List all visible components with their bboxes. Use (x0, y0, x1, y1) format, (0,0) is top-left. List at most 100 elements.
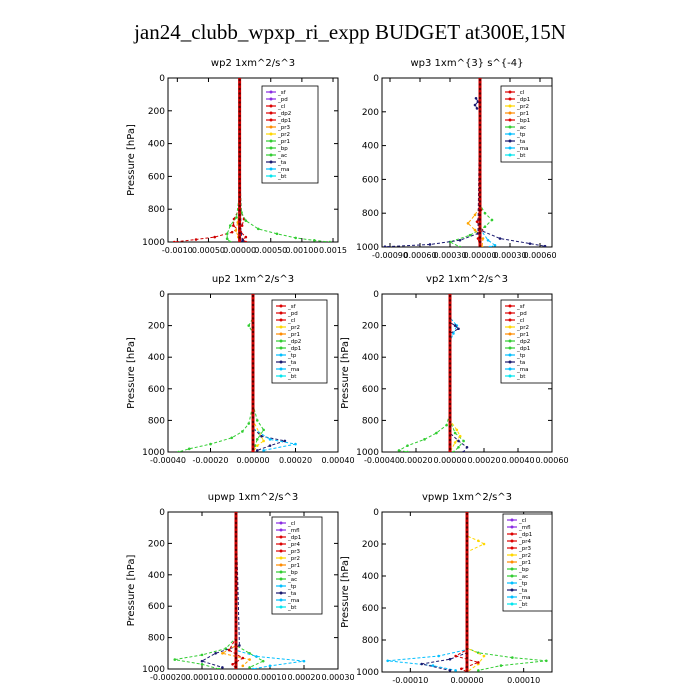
chart-panel-wp3: wp3 1xm^{3} s^{-4} 0 200 400 600 800 1000-0.00… (356, 58, 556, 260)
data-point (247, 422, 251, 425)
data-point (477, 539, 480, 543)
chart-panel-up2: up2 1xm^2/s^3 0 200 400 600 800 1000-0.00040 -0… (126, 274, 355, 465)
zero-line-marker (448, 384, 452, 388)
data-point (244, 235, 248, 239)
data-point (209, 442, 212, 446)
data-point (383, 245, 387, 247)
legend-entry: _sf (287, 304, 297, 310)
legend-entry: _dp2 (287, 339, 301, 345)
zero-line-marker (478, 155, 482, 158)
data-point (462, 450, 465, 452)
zero-line-marker (251, 357, 255, 361)
data-point (488, 245, 492, 247)
zero-line-marker (448, 393, 452, 397)
zero-line-marker (238, 195, 241, 199)
chart-title-upwp: upwp 1xm^2/s^3 (208, 492, 298, 503)
zero-line-marker (448, 411, 452, 415)
data-point (228, 240, 232, 242)
legend-entry: _pd (516, 311, 527, 317)
zero-line-marker (234, 665, 238, 669)
zero-line-marker (238, 119, 241, 122)
zero-line-marker (465, 544, 469, 547)
x-tick-label: 0.00040 (321, 456, 354, 465)
legend-marker (269, 125, 273, 129)
y-tick-label: 200 (362, 322, 379, 332)
data-point (406, 450, 409, 452)
x-tick-label: 0.00000 (463, 251, 496, 260)
zero-line-marker (478, 236, 482, 239)
zero-line-marker (238, 155, 241, 158)
legend-entry: _mfl (287, 528, 300, 534)
zero-line-marker (234, 530, 238, 534)
page-title: jan24_clubb_wpxp_ri_expp BUDGET at300E,1… (134, 20, 566, 44)
data-point (473, 228, 477, 232)
data-point (228, 224, 232, 227)
zero-line-marker (251, 425, 255, 428)
x-tick-label: 0.0015 (319, 246, 347, 255)
legend-marker (279, 521, 283, 525)
zero-line-marker (465, 530, 469, 534)
zero-line-marker (234, 593, 238, 597)
legend-marker (269, 139, 273, 143)
x-tick-label: 0.00020 (287, 673, 320, 682)
legend-marker (279, 353, 283, 357)
data-point (528, 242, 532, 245)
zero-line-marker (251, 330, 255, 334)
legend-entry: _pr3 (518, 546, 532, 552)
zero-line-marker (478, 173, 482, 176)
zero-line-marker (251, 371, 255, 374)
x-tick-label: 0.00030 (321, 673, 354, 682)
data-point (435, 431, 438, 435)
data-point (458, 245, 462, 247)
zero-line-marker (448, 294, 452, 298)
legend-marker (269, 97, 273, 101)
zero-line-marker (478, 87, 482, 91)
x-tick-label: 0.00010 (253, 673, 286, 682)
legend-marker (508, 153, 512, 157)
legend-entry: _pr2 (516, 104, 529, 110)
x-tick-label: 0.00050 (192, 246, 225, 255)
zero-line-marker (234, 589, 238, 592)
legend-marker (279, 528, 283, 532)
legend-entry: _bp (518, 567, 529, 573)
data-point (241, 664, 245, 668)
legend-entry: _cl (287, 318, 296, 324)
zero-line-marker (478, 96, 482, 100)
zero-line-marker (465, 553, 469, 556)
zero-line-marker (465, 611, 469, 615)
legend-marker (269, 153, 273, 157)
zero-line-marker (251, 398, 255, 401)
zero-line-marker (234, 535, 238, 538)
zero-line-marker (478, 177, 482, 181)
zero-line-marker (465, 620, 469, 624)
legend-marker (279, 311, 283, 315)
data-point (483, 211, 487, 215)
x-tick-label: 0.00000 (236, 456, 269, 465)
legend-marker (279, 542, 283, 546)
data-point (511, 656, 514, 659)
legend-entry: _ac (516, 125, 526, 131)
data-point (462, 439, 465, 443)
zero-line-marker (251, 407, 255, 410)
data-point (477, 661, 480, 664)
data-point (177, 450, 180, 452)
data-point (173, 658, 177, 661)
zero-line-marker (478, 132, 482, 136)
chart-panel-vpwp: vpwp 1xm^2/s^3 0 200 400 600 800 1000 -0.00010 0… (340, 492, 553, 685)
legend-marker (510, 560, 514, 564)
legend-marker (508, 139, 512, 143)
y-tick-label: 400 (148, 353, 165, 363)
legend-entry: _tp (516, 353, 526, 359)
data-point (244, 219, 248, 222)
zero-line-marker (234, 656, 238, 660)
legend-entry: _bt (516, 374, 526, 380)
x-tick-label: -0.0010 (162, 246, 193, 255)
zero-line-marker (251, 389, 255, 392)
data-point (445, 423, 448, 427)
zero-line-marker (448, 380, 452, 383)
zero-line-marker (448, 348, 452, 352)
data-point (420, 662, 423, 666)
data-point (255, 449, 259, 452)
